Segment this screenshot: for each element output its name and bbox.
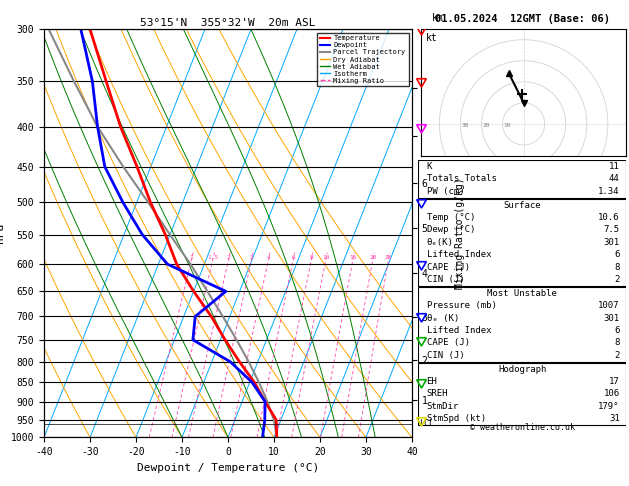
Bar [418,287,626,362]
Text: Mixing Ratio (g/kg): Mixing Ratio (g/kg) [455,177,465,289]
Text: 20: 20 [369,255,377,260]
Text: 2: 2 [226,255,230,260]
Text: 01.05.2024  12GMT (Base: 06): 01.05.2024 12GMT (Base: 06) [435,14,610,24]
Text: 44: 44 [609,174,620,184]
Text: Totals Totals: Totals Totals [426,174,496,184]
Text: K: K [426,162,432,171]
Text: Pressure (mb): Pressure (mb) [426,301,496,310]
Text: 1.34: 1.34 [598,187,620,196]
Text: θₑ (K): θₑ (K) [426,313,459,323]
Bar [418,199,626,286]
Text: 8: 8 [615,262,620,272]
Text: ASL: ASL [429,32,447,41]
Text: 6: 6 [291,255,295,260]
Text: Lifted Index: Lifted Index [426,250,491,259]
Text: 1: 1 [189,255,193,260]
Text: CIN (J): CIN (J) [426,351,464,360]
Text: 106: 106 [603,389,620,399]
Text: LCL: LCL [420,419,435,428]
Bar [418,363,626,425]
Text: 8: 8 [615,338,620,347]
Text: Hodograph: Hodograph [498,364,546,374]
Text: SREH: SREH [426,389,448,399]
Text: StmSpd (kt): StmSpd (kt) [426,414,486,423]
Text: 25: 25 [385,255,392,260]
Text: 1.5: 1.5 [207,255,218,260]
Text: 179°: 179° [598,402,620,411]
Text: 6: 6 [615,326,620,335]
Text: kt: kt [426,33,437,43]
Text: 2: 2 [615,275,620,284]
Text: StmDir: StmDir [426,402,459,411]
Text: CIN (J): CIN (J) [426,275,464,284]
Text: © weatheronline.co.uk: © weatheronline.co.uk [470,423,574,432]
Text: 8: 8 [309,255,313,260]
Text: Surface: Surface [503,201,541,209]
Text: 30: 30 [462,123,469,128]
Text: 15: 15 [349,255,357,260]
Text: Temp (°C): Temp (°C) [426,213,475,222]
Text: 4: 4 [267,255,270,260]
Text: 6: 6 [615,250,620,259]
X-axis label: Dewpoint / Temperature (°C): Dewpoint / Temperature (°C) [137,463,319,473]
Text: 31: 31 [609,414,620,423]
Legend: Temperature, Dewpoint, Parcel Trajectory, Dry Adiabat, Wet Adiabat, Isotherm, Mi: Temperature, Dewpoint, Parcel Trajectory… [317,33,408,87]
Text: 20: 20 [482,123,490,128]
Text: 10.6: 10.6 [598,213,620,222]
Text: 1007: 1007 [598,301,620,310]
Text: CAPE (J): CAPE (J) [426,338,470,347]
Text: 17: 17 [609,377,620,386]
Text: Most Unstable: Most Unstable [487,289,557,298]
Text: 10: 10 [504,123,511,128]
Text: Lifted Index: Lifted Index [426,326,491,335]
Text: EH: EH [426,377,437,386]
Y-axis label: hPa: hPa [0,223,5,243]
Text: 2: 2 [615,351,620,360]
Bar [418,160,626,198]
Text: CAPE (J): CAPE (J) [426,262,470,272]
Text: km: km [432,13,443,23]
Text: 3: 3 [250,255,253,260]
Text: 10: 10 [322,255,330,260]
Text: 7.5: 7.5 [603,226,620,234]
Text: 301: 301 [603,238,620,247]
Title: 53°15'N  355°32'W  20m ASL: 53°15'N 355°32'W 20m ASL [140,18,316,28]
Text: 11: 11 [609,162,620,171]
Text: PW (cm): PW (cm) [426,187,464,196]
Text: θₑ(K): θₑ(K) [426,238,454,247]
Text: 301: 301 [603,313,620,323]
Text: Dewp (°C): Dewp (°C) [426,226,475,234]
